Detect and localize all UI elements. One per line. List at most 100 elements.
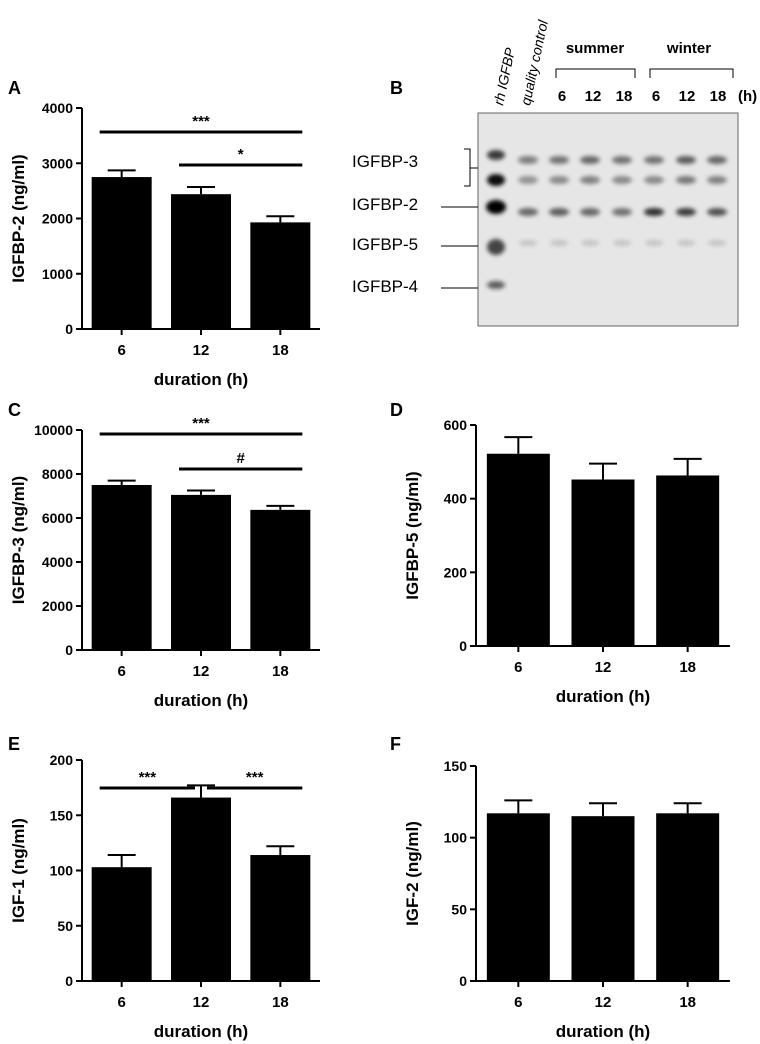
- significance-label: #: [236, 450, 245, 467]
- x-tick-label: 12: [193, 342, 210, 359]
- x-tick-label: 18: [272, 663, 289, 680]
- panel-letter-a: A: [8, 78, 21, 98]
- lane-label-quality-control: quality control: [517, 18, 551, 107]
- significance-label: *: [238, 146, 244, 163]
- x-tick-label: 6: [514, 659, 522, 676]
- blot-bands: [486, 150, 727, 289]
- blot-band-igfbp-2: [707, 208, 727, 216]
- significance-label: ***: [139, 769, 157, 786]
- panel-letter-f: F: [390, 734, 401, 754]
- group-label-winter: winter: [666, 40, 711, 57]
- blot-band-igfbp-2: [549, 208, 569, 216]
- lane-label-rh-igfbp: rh IGFBP: [490, 46, 518, 107]
- y-tick-label: 150: [444, 758, 468, 774]
- blot-band-igfbp-2: [518, 208, 538, 216]
- bar-6: [91, 867, 152, 981]
- y-axis-title: IGF-1 (ng/ml): [9, 818, 28, 923]
- blot-band-igfbp-3: [518, 176, 538, 184]
- x-tick-label: 6: [117, 994, 125, 1011]
- y-tick-label: 0: [65, 321, 73, 337]
- band-label-igfbp-4: IGFBP-4: [352, 277, 418, 296]
- y-tick-label: 200: [444, 564, 468, 580]
- lane-time-winter-18: 18: [710, 88, 727, 105]
- western-blot-panel: B rh IGFBP quality control summer winter…: [352, 18, 757, 327]
- x-tick-label: 12: [193, 994, 210, 1011]
- y-tick-label: 200: [50, 752, 74, 768]
- lane-time-winter-6: 6: [652, 88, 660, 105]
- blot-band-igfbp-3: [518, 156, 538, 164]
- x-tick-label: 12: [595, 659, 612, 676]
- bar-6: [91, 177, 152, 329]
- significance-label: ***: [192, 113, 210, 130]
- blot-band-standard: [487, 150, 505, 160]
- lane-time-summer-12: 12: [585, 88, 602, 105]
- y-axis-title: IGFBP-2 (ng/ml): [9, 154, 28, 282]
- y-tick-label: 50: [57, 918, 73, 934]
- bar-12: [571, 479, 635, 646]
- blot-band-igfbp-3: [549, 176, 569, 184]
- blot-band-standard: [487, 174, 505, 186]
- band-label-igfbp-5: IGFBP-5: [352, 235, 418, 254]
- summer-bracket: [555, 68, 636, 78]
- blot-band-igfbp-2: [676, 208, 696, 216]
- blot-band-igfbp-3: [580, 156, 600, 164]
- y-tick-label: 600: [444, 417, 468, 433]
- y-tick-label: 8000: [42, 466, 73, 482]
- bar-12: [171, 797, 231, 981]
- blot-band-igfbp-3: [549, 156, 569, 164]
- y-tick-label: 4000: [42, 100, 73, 116]
- blot-band-standard: [487, 239, 505, 255]
- y-tick-label: 10000: [34, 422, 73, 438]
- x-tick-label: 18: [272, 342, 289, 359]
- blot-band-igfbp-3: [612, 176, 632, 184]
- x-axis-title: duration (h): [154, 370, 248, 389]
- blot-band-igfbp-2: [612, 208, 632, 216]
- x-tick-label: 6: [117, 342, 125, 359]
- y-axis-title: IGF-2 (ng/ml): [403, 821, 422, 926]
- lane-time-unit: (h): [738, 88, 757, 105]
- y-tick-label: 2000: [42, 211, 73, 227]
- blot-band-standard: [486, 200, 506, 214]
- bar-12: [171, 194, 231, 329]
- x-axis-title: duration (h): [154, 691, 248, 710]
- significance-label: ***: [246, 769, 264, 786]
- chart-panel-a: A 0 1000 2000 3000 4000 6 12 18 duration (h) IGFBP…: [8, 78, 320, 389]
- x-tick-label: 12: [595, 994, 612, 1011]
- y-tick-label: 6000: [42, 510, 73, 526]
- y-tick-label: 0: [459, 973, 467, 989]
- bar-12: [571, 816, 635, 981]
- blot-band-igfbp-5: [677, 240, 695, 246]
- chart-panel-d: D 0 200 400 600 6 12 18 duration (h) IGFBP-5 (ng/…: [390, 400, 730, 706]
- bar-18: [250, 509, 311, 650]
- blot-band-igfbp-2: [644, 208, 664, 216]
- winter-bracket: [649, 68, 734, 78]
- bar-6: [486, 453, 550, 646]
- x-axis-title: duration (h): [556, 1022, 650, 1041]
- blot-band-igfbp-5: [581, 240, 599, 246]
- bar-18: [656, 475, 720, 646]
- y-tick-label: 1000: [42, 266, 73, 282]
- y-tick-label: 100: [444, 830, 468, 846]
- blot-band-igfbp-5: [550, 240, 568, 246]
- panel-letter-e: E: [8, 734, 20, 754]
- panel-letter-b: B: [390, 78, 403, 98]
- y-tick-label: 150: [50, 807, 74, 823]
- group-label-summer: summer: [566, 40, 625, 57]
- y-tick-label: 50: [451, 901, 467, 917]
- chart-panel-c: C 0 2000 4000 6000 8000 10000 6 12 18 duration (h)…: [8, 400, 320, 710]
- x-tick-label: 6: [117, 663, 125, 680]
- y-axis-title: IGFBP-3 (ng/ml): [9, 476, 28, 604]
- y-tick-label: 0: [459, 638, 467, 654]
- y-tick-label: 4000: [42, 554, 73, 570]
- y-tick-label: 3000: [42, 155, 73, 171]
- bar-6: [91, 485, 152, 650]
- blot-band-igfbp-3: [707, 176, 727, 184]
- blot-band-igfbp-3: [707, 156, 727, 164]
- chart-panel-e: E 0 50 100 150 200 6 12 18 duration (h) IGF-1 (ng/…: [8, 734, 320, 1041]
- blot-band-igfbp-3: [612, 156, 632, 164]
- significance-label: ***: [192, 415, 210, 432]
- panel-letter-d: D: [390, 400, 403, 420]
- y-tick-label: 0: [65, 642, 73, 658]
- blot-band-igfbp-2: [580, 208, 600, 216]
